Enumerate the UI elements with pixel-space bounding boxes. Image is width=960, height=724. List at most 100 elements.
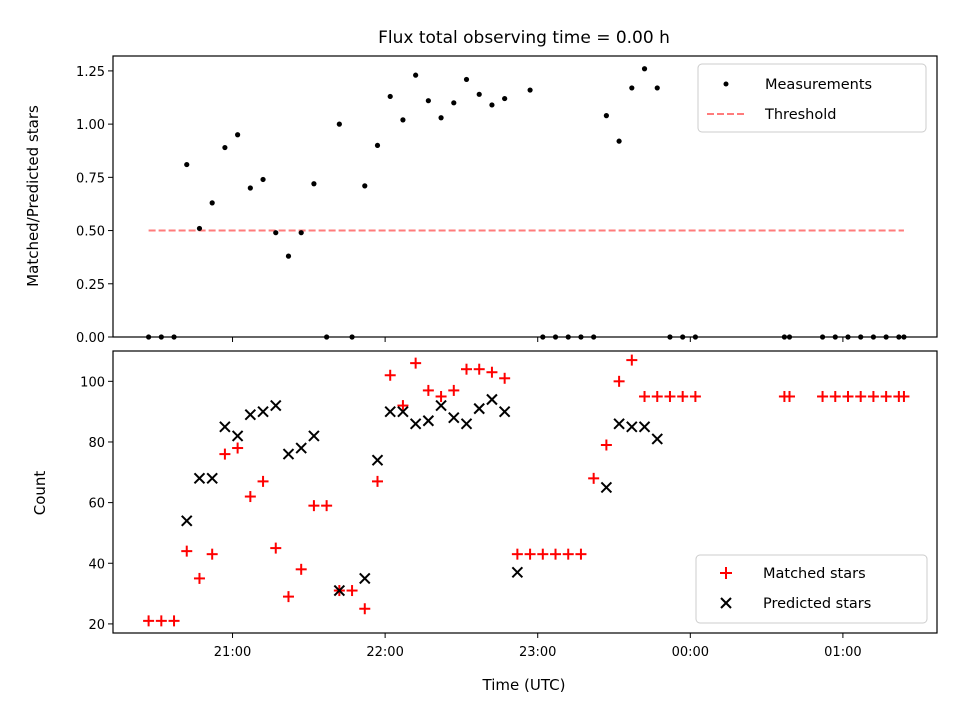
- matched-star-point: [422, 384, 434, 396]
- predicted-star-point: [193, 472, 206, 485]
- predicted-star-point: [486, 393, 498, 406]
- predicted-star-point: [600, 481, 613, 494]
- chart-title: Flux total observing time = 0.00 h: [378, 28, 670, 48]
- matched-star-point: [371, 475, 383, 487]
- matched-star-point: [473, 363, 485, 375]
- matched-star-point: [524, 548, 536, 560]
- measurement-point: [247, 185, 253, 191]
- measurement-point: [527, 87, 533, 93]
- predicted-star-point: [638, 421, 651, 433]
- measurement-point: [171, 334, 177, 340]
- bottom-y-tick-label: 20: [88, 618, 105, 633]
- x-tick-label: 00:00: [672, 645, 709, 660]
- predicted-star-point: [448, 412, 460, 424]
- matched-star-point: [270, 542, 282, 554]
- measurement-point: [311, 181, 317, 187]
- legend-measurement-marker: [723, 81, 729, 87]
- predicted-star-point: [295, 442, 307, 454]
- predicted-star-point: [219, 421, 231, 433]
- matched-star-point: [613, 375, 625, 387]
- predicted-star-point: [613, 418, 625, 430]
- predicted-star-point: [460, 418, 473, 430]
- matched-star-point: [321, 500, 333, 512]
- measurement-point: [413, 72, 419, 78]
- matched-star-point: [880, 390, 892, 402]
- matched-star-point: [448, 384, 460, 396]
- matched-star-point: [588, 472, 600, 484]
- measurement-point: [858, 334, 864, 340]
- x-tick-label: 01:00: [824, 645, 861, 660]
- measurement-point: [832, 334, 838, 340]
- measurement-point: [184, 161, 190, 168]
- bottom-plot-frame: [112, 350, 938, 634]
- measurement-point: [387, 93, 393, 100]
- top-y-tick-label: 0.75: [76, 171, 105, 186]
- measurement-point: [578, 334, 584, 340]
- legend-predicted-label: Predicted stars: [763, 596, 871, 612]
- x-axis-label: Time (UTC): [482, 676, 566, 694]
- predicted-star-point: [181, 515, 193, 527]
- matched-star-point: [677, 390, 689, 402]
- top-y-tick-label: 1.25: [76, 65, 105, 80]
- top-plot-frame: [112, 55, 938, 338]
- matched-star-point: [511, 548, 523, 560]
- predicted-star-point: [435, 399, 447, 412]
- matched-star-point: [206, 548, 218, 560]
- predicted-star-point: [282, 448, 295, 460]
- measurement-point: [883, 334, 889, 340]
- measurement-point: [870, 334, 877, 340]
- matched-star-point: [308, 500, 320, 512]
- legend-predicted-marker: [720, 597, 732, 609]
- x-tick-label: 23:00: [519, 645, 556, 660]
- x-tick-label: 22:00: [366, 645, 403, 660]
- measurement-point: [896, 334, 902, 340]
- matched-star-point: [829, 390, 841, 402]
- matched-star-point: [689, 390, 701, 402]
- predicted-star-point: [384, 405, 396, 418]
- top-y-tick-label: 0.00: [76, 331, 105, 346]
- bottom-y-tick-label: 60: [88, 497, 105, 512]
- measurement-point: [235, 132, 241, 138]
- top-y-tick-label: 0.25: [76, 278, 105, 293]
- predicted-star-point: [257, 405, 269, 418]
- measurement-point: [781, 334, 788, 340]
- measurement-point: [786, 334, 793, 340]
- measurement-point: [565, 334, 571, 340]
- predicted-star-point: [244, 408, 257, 421]
- matched-star-point: [562, 548, 574, 560]
- predicted-star-point: [498, 405, 511, 418]
- matched-star-point: [219, 448, 231, 460]
- matched-star-point: [499, 372, 511, 384]
- measurement-point: [425, 98, 431, 104]
- measurement-point: [400, 117, 406, 123]
- measurement-point: [273, 230, 279, 236]
- measurement-point: [451, 100, 457, 106]
- measurement-point: [552, 334, 559, 340]
- measurement-point: [603, 113, 609, 119]
- matched-star-point: [143, 615, 155, 627]
- matched-star-point: [410, 357, 422, 369]
- matched-star-point: [155, 615, 167, 627]
- predicted-star-point: [409, 418, 422, 430]
- matched-star-point: [486, 366, 498, 378]
- predicted-star-point: [626, 421, 638, 433]
- measurement-point: [476, 91, 482, 97]
- measurement-point: [654, 85, 660, 91]
- measurement-point: [629, 85, 635, 91]
- matched-star-point: [435, 390, 447, 402]
- predicted-star-point: [422, 415, 435, 427]
- bottom-legend: Matched stars Predicted stars: [695, 554, 928, 624]
- top-legend: Measurements Threshold: [697, 63, 927, 133]
- top-panel: 0.00 0.25 0.50 0.75 1.00 1.25 Matched/Predict…: [24, 55, 938, 346]
- measurement-point: [362, 183, 368, 189]
- x-tick-label: 21:00: [214, 645, 251, 660]
- top-y-tick-label: 0.50: [76, 225, 105, 240]
- matched-star-point: [898, 390, 910, 402]
- predicted-star-point: [231, 430, 244, 442]
- matched-star-point: [575, 548, 587, 560]
- measurement-point: [845, 334, 851, 340]
- measurement-point: [374, 142, 381, 149]
- measurement-point: [502, 95, 508, 102]
- matched-star-point: [651, 390, 663, 402]
